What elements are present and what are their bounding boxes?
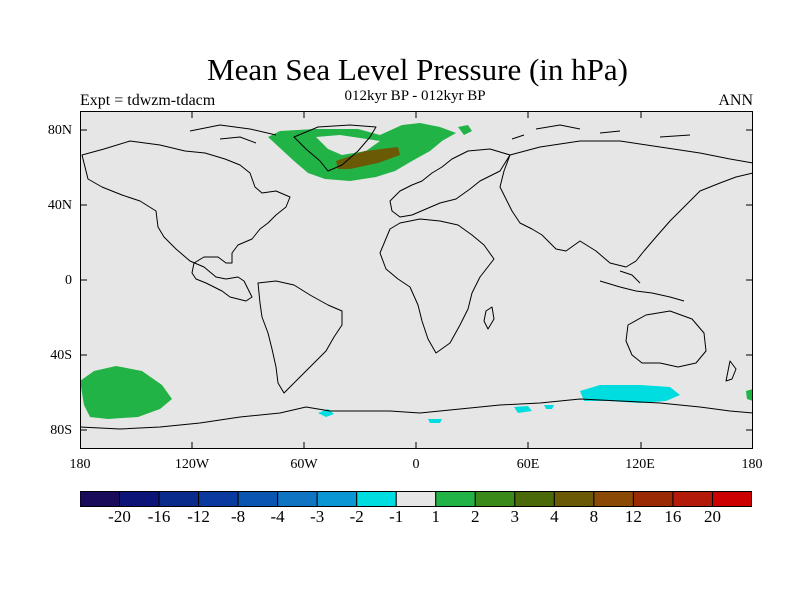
y-tick-0: 0 [65, 273, 72, 288]
colorbar-label: 8 [589, 507, 599, 526]
colorbar-cell [474, 491, 516, 507]
colorbar-cell [237, 491, 279, 507]
x-tick-60e: 60E [516, 457, 540, 472]
colorbar-label: -3 [310, 507, 325, 526]
colorbar-label: -4 [270, 507, 285, 526]
colorbar-label: 1 [431, 507, 441, 526]
experiment-label: Expt = tdwzm-tdacm [80, 92, 216, 109]
new-zealand-coastline [725, 360, 737, 382]
greenland-coastline [293, 124, 377, 172]
x-tick-180-left: 180 [69, 457, 91, 472]
colorbar-cell [277, 491, 318, 507]
colorbar-label: 20 [704, 507, 721, 526]
antarctica-coastline [80, 398, 753, 430]
map-plot [80, 111, 753, 449]
colorbar-label: 4 [550, 507, 559, 526]
madagascar-coastline [483, 306, 495, 330]
colorbar-cell [672, 491, 713, 507]
anomaly-layer [80, 123, 753, 423]
colorbar-label: -8 [231, 507, 246, 526]
colorbar-label: -20 [108, 507, 131, 526]
svalbard-positive-patch [458, 125, 472, 135]
colorbar-label: -1 [389, 507, 404, 526]
colorbar-cell [435, 491, 476, 507]
north-atlantic-positive-region [268, 123, 456, 181]
southern-ocean-negative-patch-2 [514, 406, 532, 413]
y-tick-80n: 80N [47, 123, 72, 138]
colorbar-cell [514, 491, 555, 507]
y-tick-80s: 80S [50, 423, 72, 438]
colorbar-label: -2 [349, 507, 364, 526]
indonesia-coastline [599, 270, 685, 302]
southern-ocean-negative-patch-3 [544, 405, 554, 409]
colorbar-cell [158, 491, 200, 507]
x-tick-120e: 120E [625, 457, 655, 472]
southern-indian-negative-region [580, 385, 680, 403]
africa-coastline [379, 218, 495, 354]
colorbar-label: 12 [624, 507, 642, 526]
north-atlantic-gap [316, 135, 380, 155]
x-tick-120w: 120W [174, 457, 210, 472]
colorbar-cell [198, 491, 239, 507]
y-tick-40s: 40S [50, 348, 72, 363]
colorbar-cell [632, 491, 674, 507]
season-label: ANN [718, 92, 753, 109]
x-tick-0: 0 [412, 457, 420, 472]
x-tick-180-right: 180 [741, 457, 763, 472]
x-tick-60w: 60W [290, 457, 318, 472]
colorbar-label: -12 [187, 507, 210, 526]
y-tick-40n: 40N [47, 198, 72, 213]
coastlines [80, 124, 753, 430]
axis-ticks [80, 111, 753, 449]
colorbar-cell [553, 491, 595, 507]
colorbar-cell [80, 491, 121, 507]
map-subtitle: 012kyr BP - 012kyr BP [344, 88, 486, 104]
southern-ocean-negative-patch-4 [428, 419, 442, 423]
colorbar-cell [356, 491, 397, 507]
south-pacific-positive-region [80, 366, 172, 419]
south-america-coastline [257, 280, 343, 394]
colorbar [80, 491, 752, 507]
greenland-sea-positive-core [336, 147, 400, 169]
colorbar-label: -16 [147, 507, 171, 526]
asia-coastline [499, 140, 753, 268]
europe-coastline [389, 148, 511, 218]
colorbar-label: 3 [510, 507, 520, 526]
colorbar-cell [119, 491, 160, 507]
colorbar-cell [711, 491, 752, 507]
colorbar-label: 2 [471, 507, 480, 526]
map-title: Mean Sea Level Pressure (in hPa) [207, 52, 628, 87]
colorbar-cell [593, 491, 634, 507]
arctic-islands-coastline [189, 124, 691, 144]
colorbar-cell [395, 491, 437, 507]
colorbar-cell [316, 491, 358, 507]
australia-coastline [625, 310, 707, 368]
colorbar-label: 16 [664, 507, 682, 526]
south-atlantic-east-positive-patch [746, 389, 753, 401]
north-america-coastline [81, 140, 291, 302]
